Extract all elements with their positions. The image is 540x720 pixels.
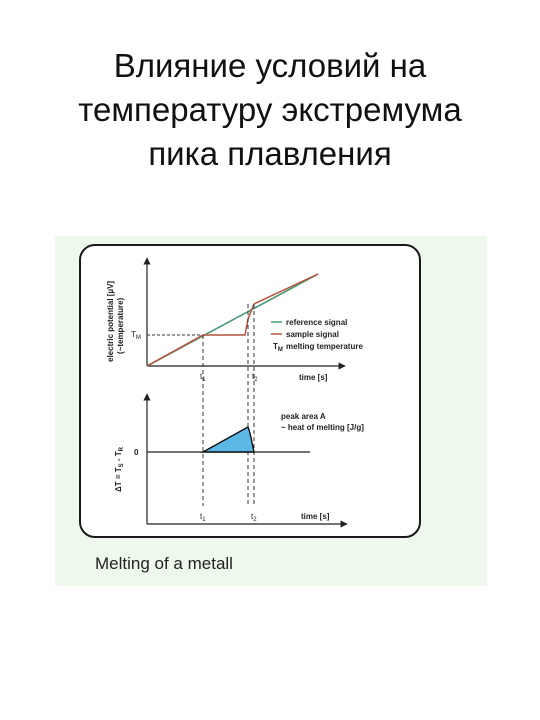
legend-reference-label: reference signal: [286, 318, 347, 327]
legend-sample-label: sample signal: [286, 330, 339, 339]
top-x-tick-t1: t1: [200, 372, 206, 383]
top-y-axis-label: electric potential [µV]: [106, 281, 115, 362]
top-x-tick-t2: t2: [252, 372, 258, 383]
peak-annotation-line-2: ~ heat of melting [J/g]: [281, 423, 364, 432]
top-y-tick-tm: TM: [131, 330, 141, 341]
peak-area: [200, 426, 255, 453]
top-plot: electric potential [µV] (~temperature) T…: [106, 257, 363, 383]
bottom-y-axis-label: ΔT = TS - TR: [114, 446, 125, 492]
bottom-x-tick-t2: t2: [251, 512, 257, 523]
legend-tm-label: melting temperature: [286, 342, 363, 351]
slide-title: Влияние условий на температуру экстремум…: [20, 44, 520, 176]
figure-card: [79, 244, 421, 538]
bottom-plot: ΔT = TS - TR 0 peak area A ~ heat of mel…: [114, 393, 364, 528]
slide-title-line-1: Влияние условий на: [113, 47, 427, 84]
bottom-x-tick-t1: t1: [200, 512, 206, 523]
legend-tm-symbol: TM: [273, 342, 283, 353]
sample-signal-line: [146, 273, 319, 367]
bottom-y-tick-zero: 0: [134, 448, 139, 457]
figure-panel: electric potential [µV] (~temperature) T…: [55, 236, 487, 586]
top-y-axis-sublabel: (~temperature): [116, 297, 125, 354]
dsc-diagram: electric potential [µV] (~temperature) T…: [106, 257, 364, 528]
figure-caption: Melting of a metall: [95, 554, 233, 573]
slide-title-line-3: пика плавления: [148, 135, 392, 172]
slide-title-line-2: температуру экстремума: [78, 91, 462, 128]
top-legend: reference signal sample signal TM meltin…: [271, 318, 363, 353]
bottom-x-axis-label: time [s]: [301, 512, 330, 521]
top-x-axis-label: time [s]: [299, 373, 328, 382]
peak-annotation-line-1: peak area A: [281, 412, 326, 421]
